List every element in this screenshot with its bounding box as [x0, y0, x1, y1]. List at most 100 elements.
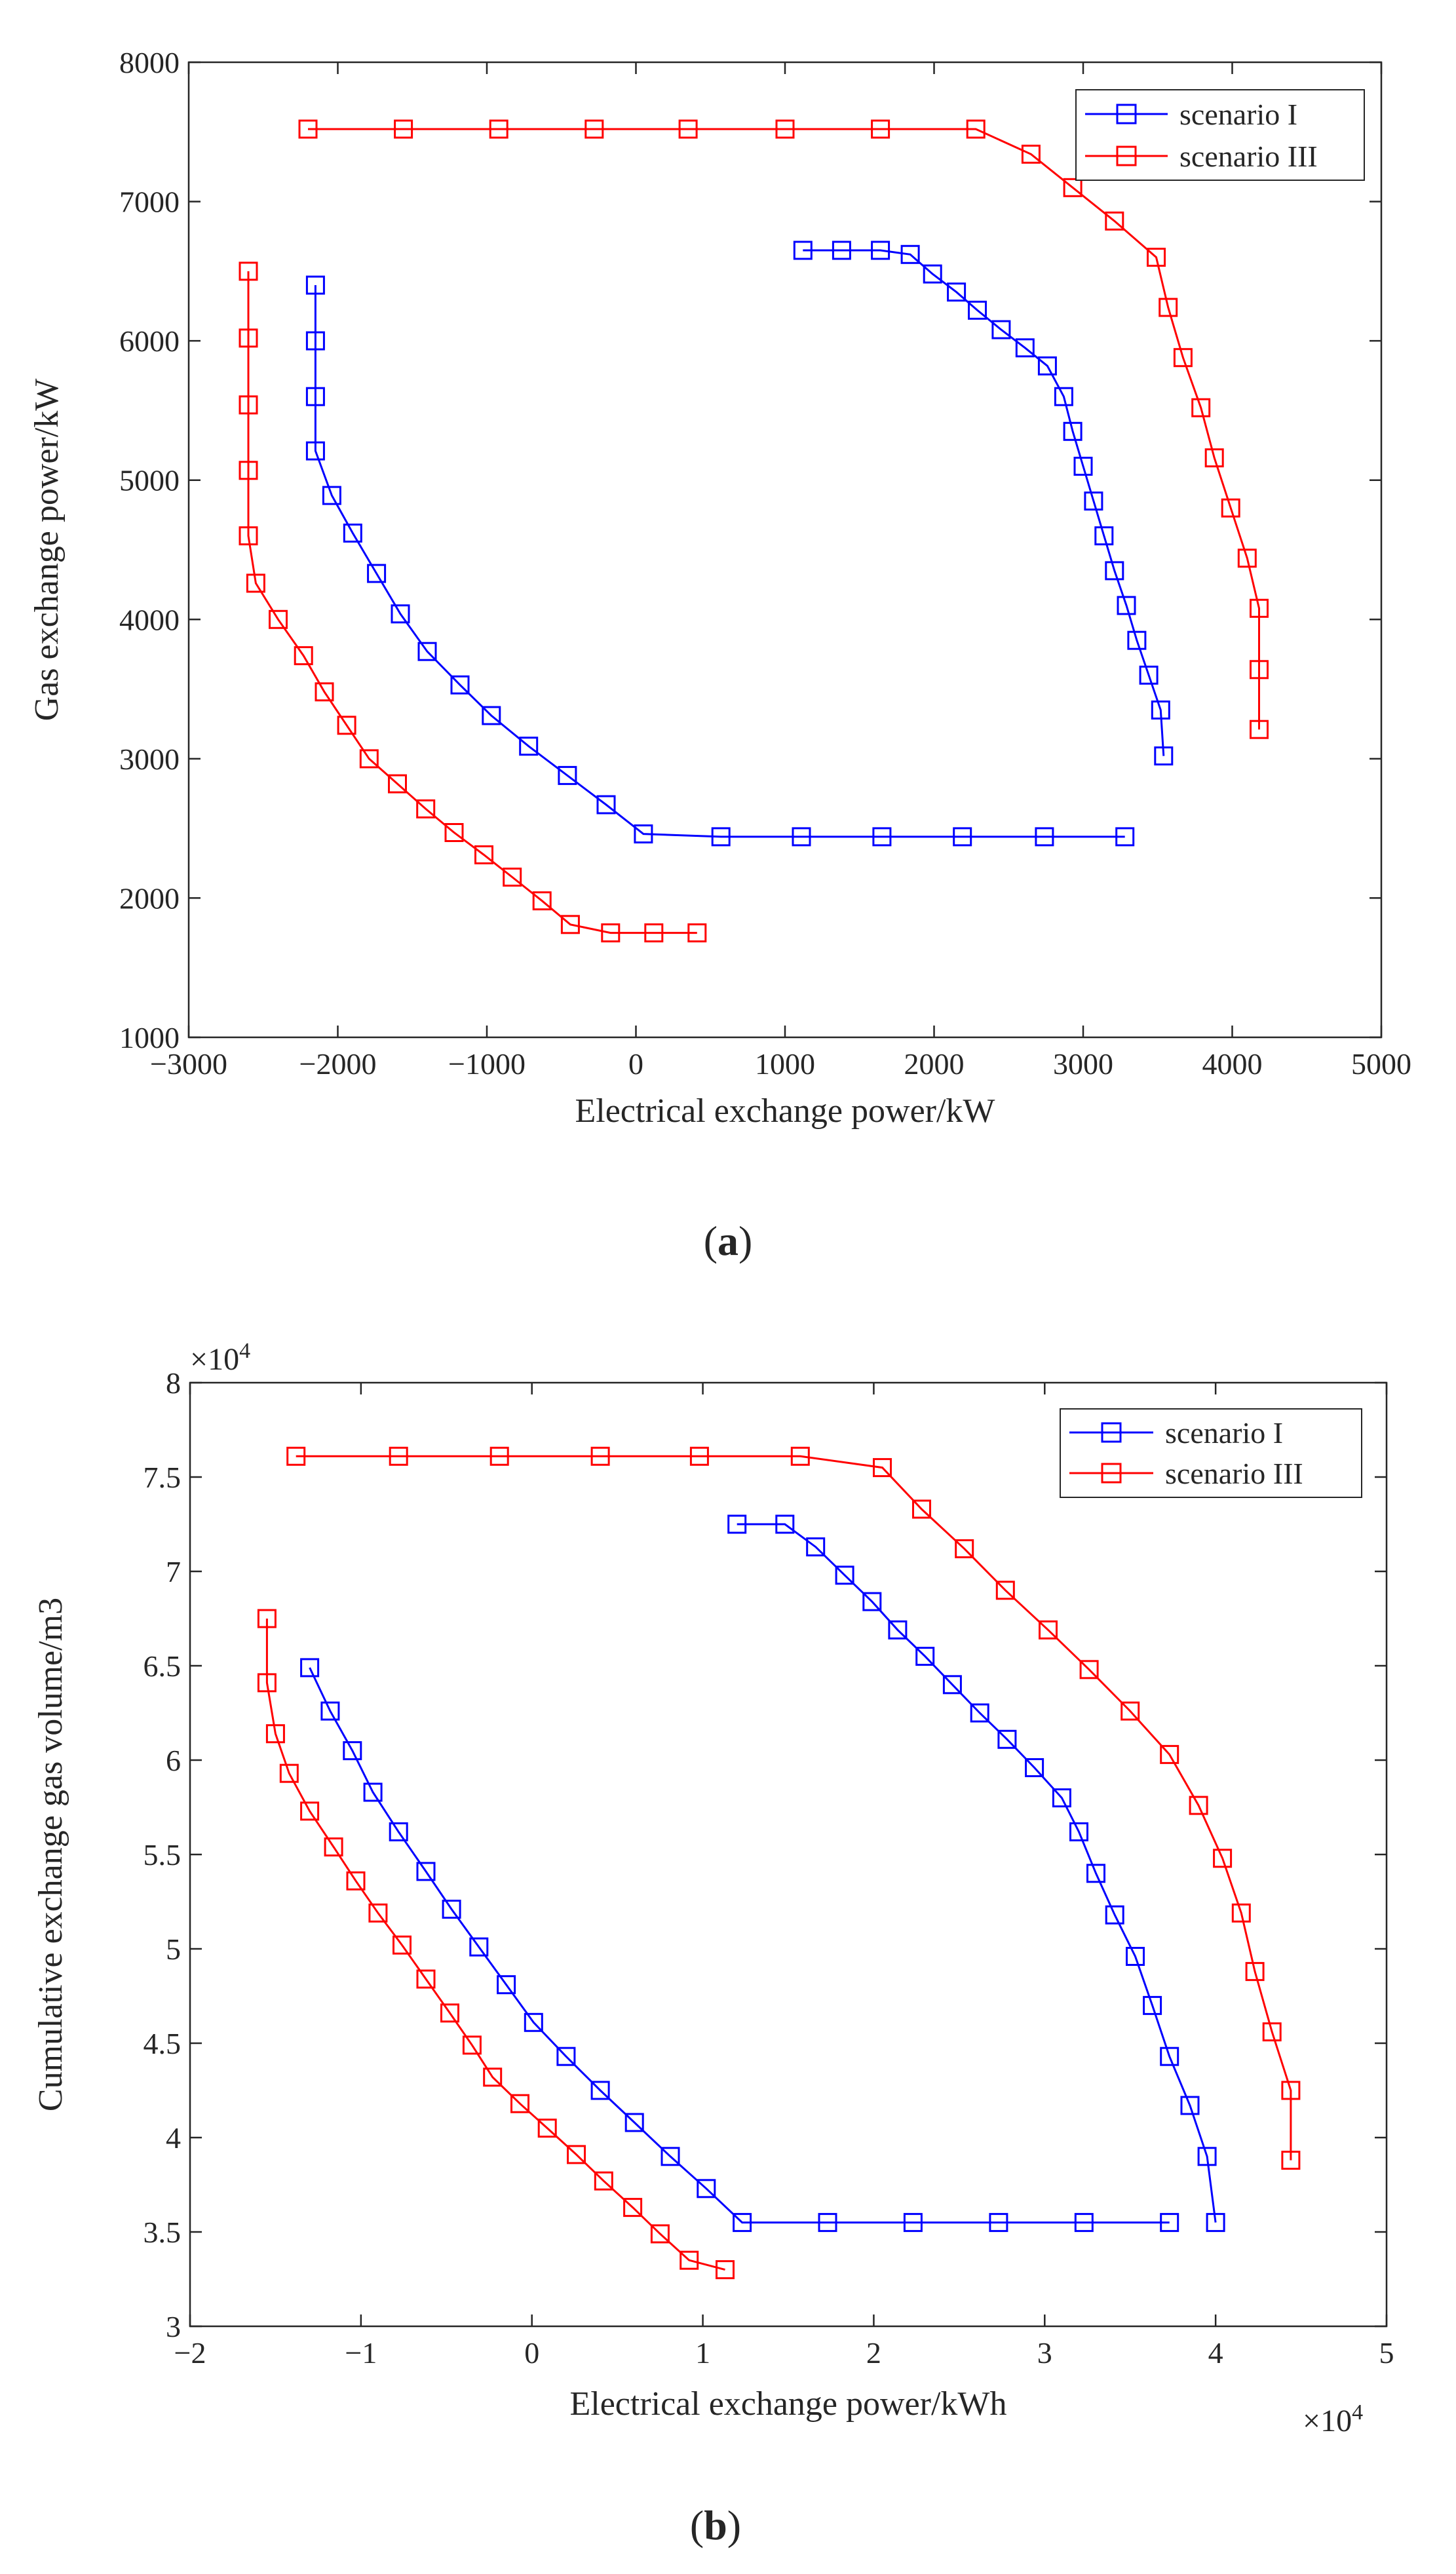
- chart-a-series-2-point-25: [239, 461, 258, 480]
- chart-b-series-1-point-1: [300, 1658, 320, 1678]
- chart-a-x-axis-label: Electrical exchange power/kW: [575, 1092, 995, 1130]
- chart-b-series-2-line-1: [296, 1455, 1292, 2161]
- chart-a-series-2-point-19: [1250, 598, 1269, 618]
- chart-b-series-2-point-2: [389, 1446, 408, 1466]
- chart-b-series-1-point-7: [442, 1900, 461, 1919]
- chart-a-series-1-point-29: [991, 320, 1011, 339]
- chart-b-y-tick-label-3: 4.5: [144, 2027, 182, 2060]
- chart-a-series-1: [305, 240, 1174, 847]
- chart-a-series-2-point-41: [644, 923, 664, 943]
- chart-b-series-1-point-35: [1086, 1864, 1105, 1883]
- chart-a: −3000 −2000 −1000 0 1000 2000 3000 4000 5000 1000…: [28, 46, 1411, 1264]
- chart-b-series-1-point-29: [942, 1675, 962, 1695]
- chart-b-x-multiplier-exp: 4: [1352, 2400, 1363, 2425]
- chart-b-series-2-point-18: [1245, 1962, 1265, 1982]
- chart-b-series-1-point-18: [903, 2213, 923, 2233]
- chart-b-series-1-point-13: [624, 2113, 644, 2132]
- chart-a-series-2-point-11: [1105, 211, 1124, 231]
- chart-a-x-tick-label-5: 2000: [904, 1047, 965, 1081]
- chart-b-series-1-point-22: [727, 1514, 747, 1534]
- chart-a-legend-label-1: scenario I: [1179, 98, 1297, 131]
- chart-a-series-1-point-34: [1073, 457, 1093, 476]
- chart-a-series-1-point-9: [417, 642, 437, 661]
- chart-a-series-2-point-39: [560, 915, 580, 934]
- chart-a-series-2-point-33: [388, 774, 407, 794]
- chart-b-series-2-point-3: [489, 1446, 509, 1466]
- chart-a-series-2-point-35: [444, 823, 464, 842]
- chart-b-series-2-point-41: [680, 2250, 699, 2270]
- chart-a-series-1-line-2: [803, 249, 1165, 756]
- chart-b-series-1-point-21: [1160, 2213, 1179, 2233]
- chart-a-series: [239, 119, 1269, 943]
- panel-label-a: (a): [704, 1218, 753, 1264]
- chart-b-y-tick-label-5: 5.5: [144, 1838, 182, 1872]
- chart-a-series-2-point-26: [239, 526, 258, 546]
- chart-a-series-1-point-2: [305, 331, 325, 351]
- chart-b-legend-marker-1: [1101, 1422, 1122, 1443]
- chart-a-series-2-point-21: [1250, 720, 1269, 739]
- chart-a-series-1-point-40: [1139, 665, 1159, 685]
- chart-a-series-1-point-24: [871, 240, 891, 260]
- chart-a-series-1-point-7: [367, 564, 387, 583]
- chart-a-series-1-point-32: [1054, 387, 1073, 406]
- chart-b-series-1-point-24: [806, 1537, 826, 1557]
- chart-a-legend-marker-1: [1116, 104, 1137, 125]
- chart-b-x-tick-label-5: 3: [1037, 2336, 1052, 2370]
- chart-a-series-1-point-25: [900, 244, 920, 264]
- chart-b-series-2-point-20: [1281, 2081, 1301, 2100]
- chart-a-series-2-point-16: [1204, 448, 1224, 468]
- chart-a-series-2-point-38: [532, 891, 552, 911]
- chart-b-series-2-point-10: [995, 1581, 1015, 1600]
- chart-b-series-2-point-23: [257, 1673, 277, 1693]
- chart-a-series-1-point-41: [1151, 701, 1170, 720]
- chart-b-series-2-point-22: [257, 1609, 277, 1628]
- chart-a-series-2-point-3: [489, 119, 508, 139]
- chart-b-series-2: [257, 1446, 1301, 2280]
- panel-label-b-open: (: [690, 2502, 704, 2548]
- chart-a-series-2-point-10: [1063, 178, 1082, 197]
- chart-a-series-2-point-42: [687, 923, 707, 943]
- chart-a-x-tick-label-6: 3000: [1053, 1047, 1113, 1081]
- chart-b-series-1-point-31: [997, 1729, 1017, 1749]
- chart-b-series-1-point-36: [1105, 1905, 1124, 1925]
- chart-b-series-1-point-38: [1143, 1995, 1162, 2015]
- chart-b-legend-item-1: scenario I: [1069, 1416, 1283, 1450]
- chart-a-series-1-point-5: [322, 486, 341, 505]
- chart-b-series: [257, 1446, 1301, 2280]
- chart-a-series-1-point-6: [343, 524, 362, 543]
- chart-b-series-1-point-30: [970, 1703, 989, 1723]
- chart-b-series-2-point-14: [1160, 1744, 1179, 1764]
- chart-a-series-1-point-15: [634, 824, 653, 844]
- chart-a-series-2-point-12: [1147, 248, 1166, 267]
- chart-a-series-2-point-6: [775, 119, 795, 139]
- chart-b-series-1-point-9: [497, 1975, 516, 1995]
- chart-a-series-1-point-35: [1084, 491, 1103, 511]
- chart-a-series-2-point-7: [871, 119, 891, 139]
- chart-b-series-2-point-40: [650, 2224, 670, 2244]
- chart-a-series-2-point-15: [1191, 398, 1211, 417]
- chart-b-y-multiplier: ×104: [190, 1339, 250, 1377]
- chart-a-series-1-point-36: [1094, 526, 1114, 546]
- chart-b-series-1-point-34: [1069, 1822, 1088, 1841]
- chart-b-series-1-point-12: [590, 2081, 610, 2100]
- chart-b-series-1-point-33: [1052, 1788, 1071, 1808]
- chart-b-series-2-point-34: [483, 2067, 503, 2087]
- chart-a-series-2-point-22: [239, 261, 258, 281]
- chart-b-series-1-point-17: [818, 2213, 837, 2233]
- chart-b-legend-label-1: scenario I: [1165, 1416, 1283, 1450]
- chart-b-series-2-point-4: [590, 1446, 610, 1466]
- chart-a-y-axis-label: Gas exchange power/kW: [28, 379, 66, 721]
- chart-a-series-1-point-1: [305, 275, 325, 295]
- chart-b-y-tick-label-2: 4: [166, 2121, 181, 2155]
- chart-b-series-2-point-21: [1281, 2151, 1301, 2170]
- chart-a-x-tick-label-2: −1000: [448, 1047, 526, 1081]
- chart-a-x-tick-label-4: 1000: [755, 1047, 815, 1081]
- chart-b-series-1-point-37: [1126, 1947, 1145, 1966]
- chart-b-series-2-point-5: [689, 1446, 709, 1466]
- chart-a-series-1-point-18: [872, 827, 892, 847]
- panel-label-a-letter: a: [718, 1218, 738, 1264]
- chart-a-series-1-point-17: [792, 827, 811, 847]
- chart-a-series-1-point-21: [1115, 827, 1135, 847]
- chart-a-series-2-point-17: [1221, 498, 1240, 518]
- chart-a-series-2: [239, 119, 1269, 943]
